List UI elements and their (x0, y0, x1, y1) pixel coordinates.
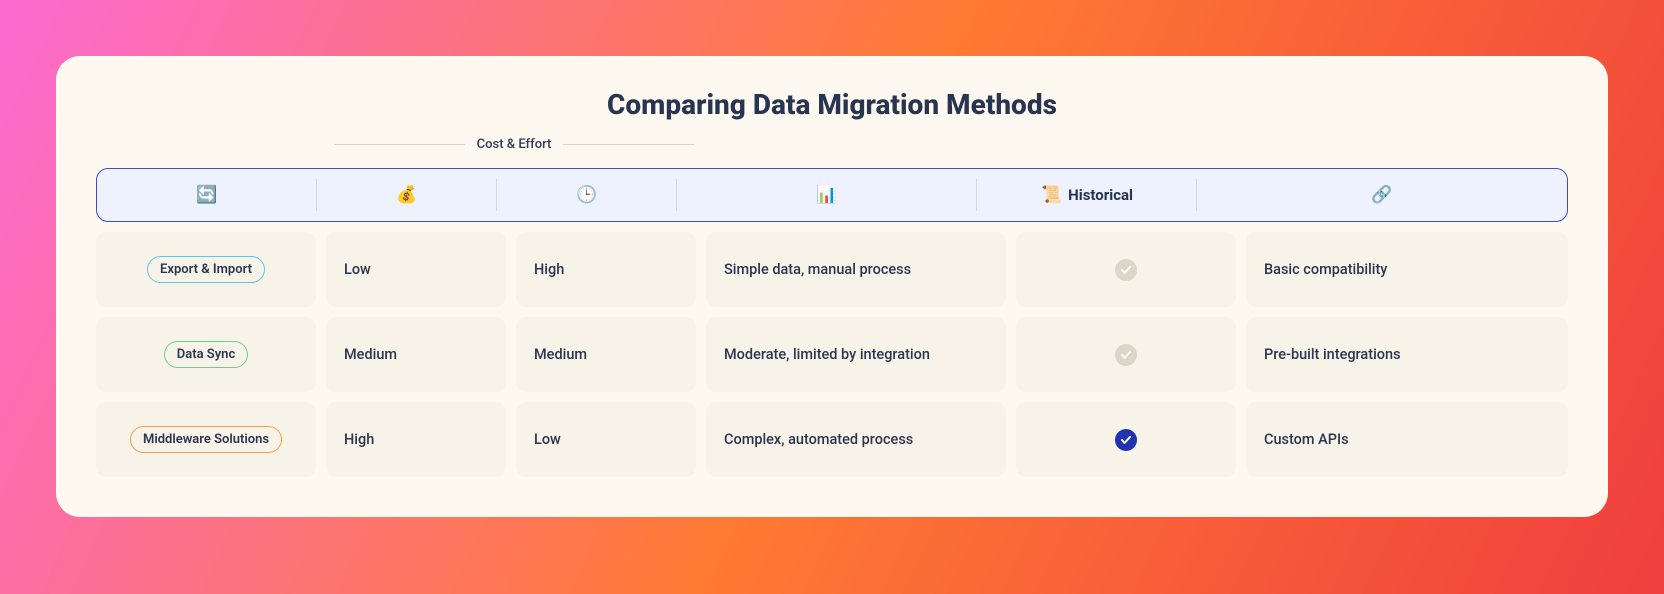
check-off-icon (1115, 344, 1137, 366)
desc-cell: Simple data, manual process (706, 232, 1006, 307)
comparison-card: Comparing Data Migration Methods Cost & … (56, 56, 1608, 517)
cost-cell: Medium (326, 317, 506, 392)
effort-cell: Low (516, 402, 696, 477)
header-icon: 🔗 (1371, 185, 1392, 205)
integration-cell: Pre-built integrations (1246, 317, 1568, 392)
method-pill: Middleware Solutions (130, 426, 282, 453)
integration-cell: Custom APIs (1246, 402, 1568, 477)
table-header-row: 🔄 💰 🕒 📊 📜 Historical 🔗 (96, 168, 1568, 222)
divider-line-right (563, 144, 694, 145)
effort-cell: Medium (516, 317, 696, 392)
cost-cell: High (326, 402, 506, 477)
desc-cell: Complex, automated process (706, 402, 1006, 477)
method-pill: Export & Import (147, 256, 265, 283)
method-pill: Data Sync (164, 341, 248, 368)
table-header-cell: 💰 (317, 169, 497, 221)
integration-cell: Basic compatibility (1246, 232, 1568, 307)
method-cell: Data Sync (96, 317, 316, 392)
divider-label: Cost & Effort (465, 137, 564, 152)
historical-cell (1016, 402, 1236, 477)
divider-line-left (334, 144, 465, 145)
check-off-icon (1115, 259, 1137, 281)
historical-cell (1016, 232, 1236, 307)
card-title: Comparing Data Migration Methods (96, 88, 1568, 121)
check-icon (1115, 429, 1137, 451)
table-header-cell: 📜 Historical (977, 169, 1197, 221)
historical-cell (1016, 317, 1236, 392)
table-header-cell: 🔄 (97, 169, 317, 221)
table-header-cell: 🕒 (497, 169, 677, 221)
header-icon: 💰 (396, 185, 417, 205)
cost-cell: Low (326, 232, 506, 307)
header-icon: 📊 (816, 185, 837, 205)
desc-cell: Moderate, limited by integration (706, 317, 1006, 392)
header-icon: 🕒 (576, 185, 597, 205)
header-icon: 📜 (1041, 185, 1062, 205)
method-cell: Export & Import (96, 232, 316, 307)
effort-cell: High (516, 232, 696, 307)
method-cell: Middleware Solutions (96, 402, 316, 477)
comparison-table: 🔄💰🕒📊📜Historical🔗 Export & ImportLowHighS… (96, 168, 1568, 477)
section-divider: Cost & Effort (334, 137, 694, 152)
header-label: Historical (1068, 186, 1133, 204)
table-header-cell: 🔗 (1197, 169, 1567, 221)
header-icon: 🔄 (196, 185, 217, 205)
table-header-cell: 📊 (677, 169, 977, 221)
